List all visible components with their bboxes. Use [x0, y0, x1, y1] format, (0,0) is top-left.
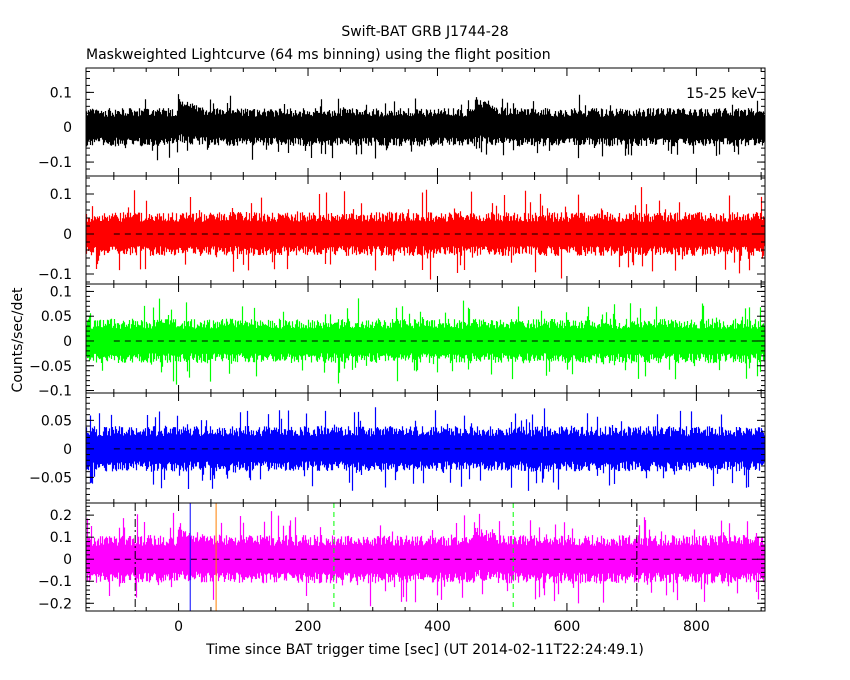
x-tick-label-1: 200	[295, 619, 322, 635]
y-tick-label-5-3: 0.1	[50, 530, 72, 546]
panel-1: −0.1 0 0.1 15-25 keV	[38, 67, 766, 177]
series-1-line	[86, 94, 765, 161]
chart-title: Swift-BAT GRB J1744-28	[341, 24, 508, 40]
y-tick-label-4-0: −0.05	[29, 470, 72, 486]
y-tick-label-5-0: −0.2	[38, 596, 72, 612]
y-tick-label-1-1: 0	[63, 120, 72, 136]
panel-5: −0.2 −0.1 0 0.1 0.2	[38, 502, 766, 612]
y-tick-label-3-3: 0.05	[41, 309, 72, 325]
y-tick-label-1-0: −0.1	[38, 155, 72, 171]
series-2-line	[86, 187, 765, 280]
y-tick-label-3-4: 0.1	[50, 284, 72, 300]
y-axis-label: Counts/sec/det	[10, 287, 26, 392]
y-tick-label-2-0: −0.1	[38, 267, 72, 283]
x-tick-label-0: 0	[174, 619, 183, 635]
y-tick-label-4-1: 0	[63, 442, 72, 458]
x-axis-label: Time since BAT trigger time [sec] (UT 20…	[205, 642, 644, 658]
y-tick-label-3-0: −0.1	[38, 384, 72, 400]
x-tick-label-4: 800	[683, 619, 710, 635]
y-tick-label-1-2: 0.1	[50, 85, 72, 101]
panel-2: −0.1 0 0.1	[38, 175, 766, 285]
panels-group: −0.100.1 15-25 keV−0.100.1−0.1−0.0500.050…	[29, 67, 766, 635]
y-tick-label-3-1: −0.05	[29, 359, 72, 375]
y-tick-label-5-4: 0.2	[50, 508, 72, 524]
band-label-1: 15-25 keV	[686, 86, 757, 102]
series-3-line	[86, 298, 765, 385]
x-tick-label-3: 600	[554, 619, 581, 635]
panel-frame-5	[85, 502, 766, 612]
y-tick-label-2-2: 0.1	[50, 187, 72, 203]
y-tick-label-5-1: −0.1	[38, 574, 72, 590]
y-tick-label-5-2: 0	[63, 552, 72, 568]
chart-subtitle: Maskweighted Lightcurve (64 ms binning) …	[86, 47, 551, 63]
series-5-line	[86, 511, 765, 607]
y-tick-label-4-2: 0.05	[41, 413, 72, 429]
y-tick-label-3-2: 0	[63, 334, 72, 350]
panel-4: −0.05 0 0.05	[29, 392, 766, 504]
x-tick-label-2: 400	[424, 619, 451, 635]
y-tick-label-2-1: 0	[63, 227, 72, 243]
panel-3: −0.1 −0.05 0 0.05 0.1	[29, 283, 766, 400]
